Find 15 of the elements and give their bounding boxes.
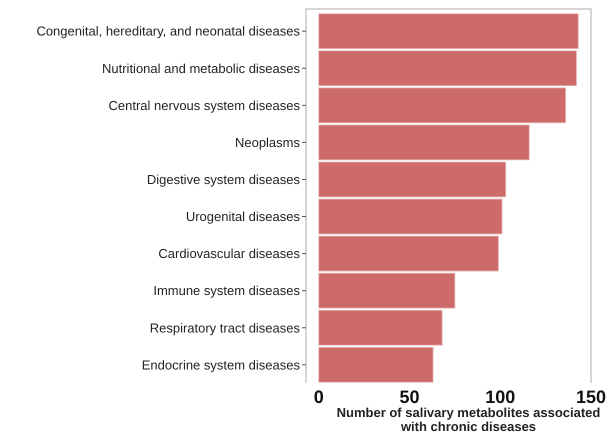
- y-tick-label: Central nervous system diseases: [108, 98, 300, 113]
- y-tick-label: Neoplasms: [234, 134, 300, 150]
- y-tick-label: Respiratory tract diseases: [150, 320, 300, 336]
- x-tick-label: 50: [399, 387, 420, 407]
- y-tick-label: Endocrine system diseases: [142, 357, 300, 372]
- x-tick-label: 0: [314, 387, 324, 407]
- y-tick-label: Congenital, hereditary, and neonatal diseases: [36, 24, 300, 39]
- x-tick-label: 150: [576, 387, 606, 407]
- y-tick-label: Nutritional and metabolic diseases: [102, 60, 300, 76]
- y-tick-label: Cardiovascular diseases: [158, 246, 300, 262]
- y-tick-label: Immune system diseases: [153, 283, 300, 298]
- y-tick-label: Urogenital diseases: [186, 209, 300, 224]
- x-tick-label: 100: [485, 387, 516, 407]
- y-tick-label: Digestive system diseases: [146, 172, 300, 188]
- x-axis-title: Number of salivary metabolites associated with chronic diseases: [336, 405, 600, 434]
